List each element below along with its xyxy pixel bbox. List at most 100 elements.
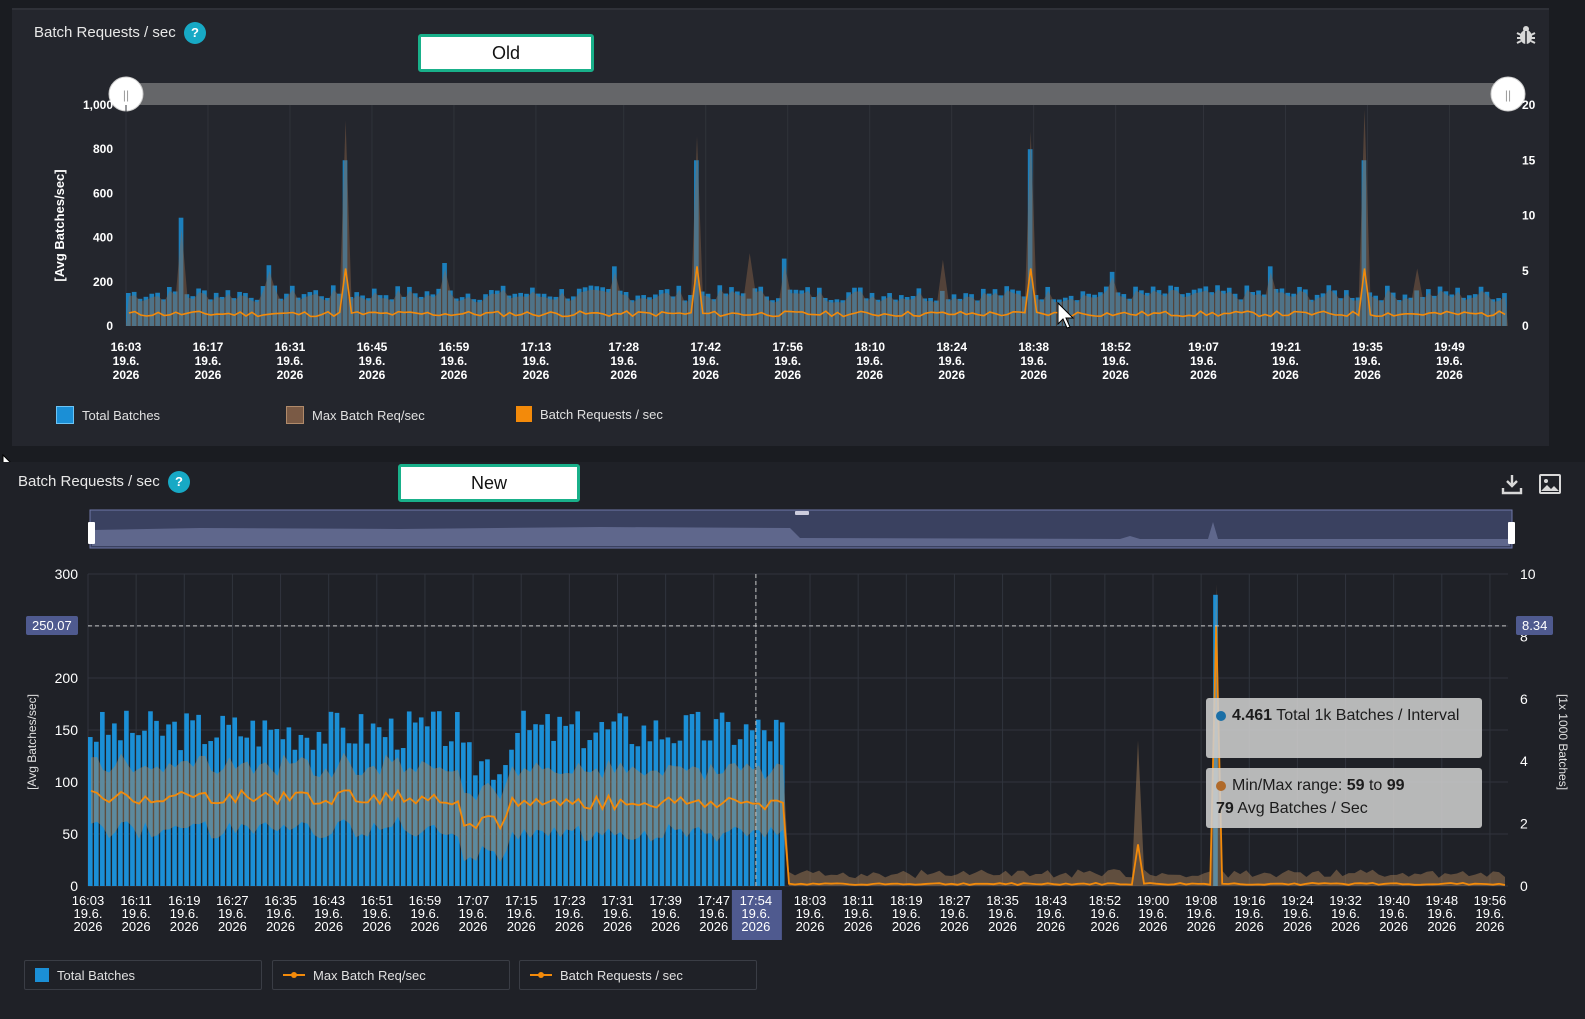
bar-total-batches: [328, 711, 334, 886]
bug-icon[interactable]: [1514, 24, 1538, 48]
x-tick-date: 19.6.: [1283, 906, 1312, 921]
x-tick-date: 19.6.: [410, 906, 439, 921]
x-tick-time: 19:07: [1188, 340, 1219, 354]
bar-total-batches: [1344, 290, 1349, 326]
bar-total-batches: [582, 287, 588, 326]
bar-total-batches: [629, 300, 635, 326]
bar-total-batches: [467, 742, 472, 886]
bar-total-batches: [737, 739, 743, 886]
x-tick-date: 19.6.: [74, 906, 103, 921]
bar-total-batches: [401, 296, 406, 326]
bar-total-batches: [161, 299, 166, 326]
x-tick-year: 2026: [796, 919, 825, 934]
bar-total-batches: [611, 721, 617, 886]
bar-total-batches: [184, 713, 189, 886]
x-tick-year: 2026: [218, 919, 247, 934]
bar-total-batches: [512, 293, 518, 326]
legend-batch-requests[interactable]: Batch Requests / sec: [519, 960, 757, 990]
bar-total-batches: [244, 737, 250, 886]
legend-max-batch[interactable]: Max Batch Req/sec: [286, 406, 425, 424]
bar-total-batches: [565, 298, 570, 326]
x-tick-time: 17:54: [740, 893, 773, 908]
bar-total-batches: [453, 298, 459, 326]
legend-total-batches[interactable]: Total Batches: [24, 960, 262, 990]
bar-total-batches: [719, 712, 725, 886]
bar-total-batches: [635, 746, 641, 886]
old-chart[interactable]: || || 1,000 800 600 400 200 0 20 15 10 5 0 [Avg Batch…: [12, 10, 1549, 446]
y2-tick-label: 15: [1522, 153, 1536, 167]
bar-total-batches: [142, 730, 147, 886]
bar-total-batches: [559, 289, 564, 326]
bar-total-batches: [1156, 290, 1162, 326]
help-icon[interactable]: ?: [167, 471, 190, 493]
bar-total-batches: [524, 293, 529, 326]
bar-total-batches: [647, 741, 653, 886]
bar-total-batches: [746, 298, 752, 326]
bar-total-batches: [1221, 290, 1226, 326]
bar-total-batches: [664, 289, 670, 326]
bar-total-batches: [1262, 294, 1267, 326]
bar-total-batches: [352, 743, 358, 886]
bar-total-batches: [1484, 291, 1490, 326]
bar-total-batches: [278, 298, 283, 326]
bar-total-batches: [94, 741, 99, 886]
x-tick-time: 17:13: [521, 340, 552, 354]
x-tick-date: 19.6.: [314, 906, 343, 921]
x-tick-date: 19.6.: [1090, 906, 1119, 921]
bar-total-batches: [647, 297, 652, 326]
bar-total-batches: [388, 718, 394, 886]
image-icon[interactable]: [1538, 472, 1562, 496]
legend-total-batches[interactable]: Total Batches: [56, 406, 160, 424]
bar-total-batches: [723, 293, 728, 326]
bar-total-batches: [677, 740, 683, 886]
new-chart[interactable]: 3002502001501005001086420[Avg Batches/se…: [0, 462, 1585, 1019]
bar-total-batches: [473, 775, 478, 886]
bar-total-batches: [1308, 299, 1314, 326]
bar-total-batches: [237, 291, 242, 326]
x-tick-year: 2026: [266, 919, 295, 934]
y-axis-label: [Avg Batches/sec]: [52, 169, 67, 281]
bar-total-batches: [354, 292, 360, 326]
bar-total-batches: [130, 732, 135, 886]
bar-total-batches: [1098, 292, 1103, 326]
bar-total-batches: [371, 288, 377, 326]
help-icon[interactable]: ?: [183, 22, 206, 44]
download-icon[interactable]: [1500, 472, 1524, 496]
bar-total-batches: [310, 749, 316, 886]
legend-max-batch[interactable]: Max Batch Req/sec: [272, 960, 510, 990]
bar-total-batches: [202, 290, 207, 326]
new-panel-title: Batch Requests / sec: [18, 472, 160, 490]
bar-total-batches: [563, 725, 568, 886]
x-tick-year: 2026: [1379, 919, 1408, 934]
bar-total-batches: [1103, 286, 1109, 326]
x-tick-date: 19.6.: [170, 906, 199, 921]
bar-total-batches: [1168, 285, 1174, 326]
bar-total-batches: [553, 296, 559, 326]
bar-total-batches: [1420, 296, 1425, 326]
bar-total-batches: [731, 744, 737, 886]
y2-axis-label: [1x 1000 Batches]: [1556, 694, 1570, 790]
bar-total-batches: [518, 292, 524, 326]
tooltip-range: Min/Max range: 59 to 99 79 Avg Batches /…: [1206, 768, 1482, 828]
legend-batch-requests[interactable]: Batch Requests / sec: [516, 406, 663, 422]
bar-total-batches: [606, 289, 611, 326]
bar-total-batches: [1086, 293, 1092, 326]
bar-total-batches: [1092, 294, 1097, 326]
tooltip-range-min: 59: [1346, 777, 1365, 794]
bar-total-batches: [292, 749, 298, 886]
y-tick-label: 300: [55, 566, 79, 582]
bar-total-batches: [394, 749, 400, 886]
bar-total-batches: [307, 292, 313, 326]
bar-total-batches: [986, 293, 992, 326]
bar-total-batches: [126, 292, 131, 326]
bar-total-batches: [1314, 294, 1320, 326]
bar-total-batches: [576, 288, 582, 326]
navigator-grip: [795, 511, 809, 515]
bar-total-batches: [272, 285, 278, 326]
tooltip-range-to: to: [1368, 777, 1383, 794]
bar-total-batches: [190, 720, 195, 886]
bar-total-batches: [1338, 298, 1343, 326]
bar-total-batches: [213, 292, 219, 326]
bar-total-batches: [593, 732, 599, 886]
x-tick-year: 2026: [195, 368, 222, 382]
